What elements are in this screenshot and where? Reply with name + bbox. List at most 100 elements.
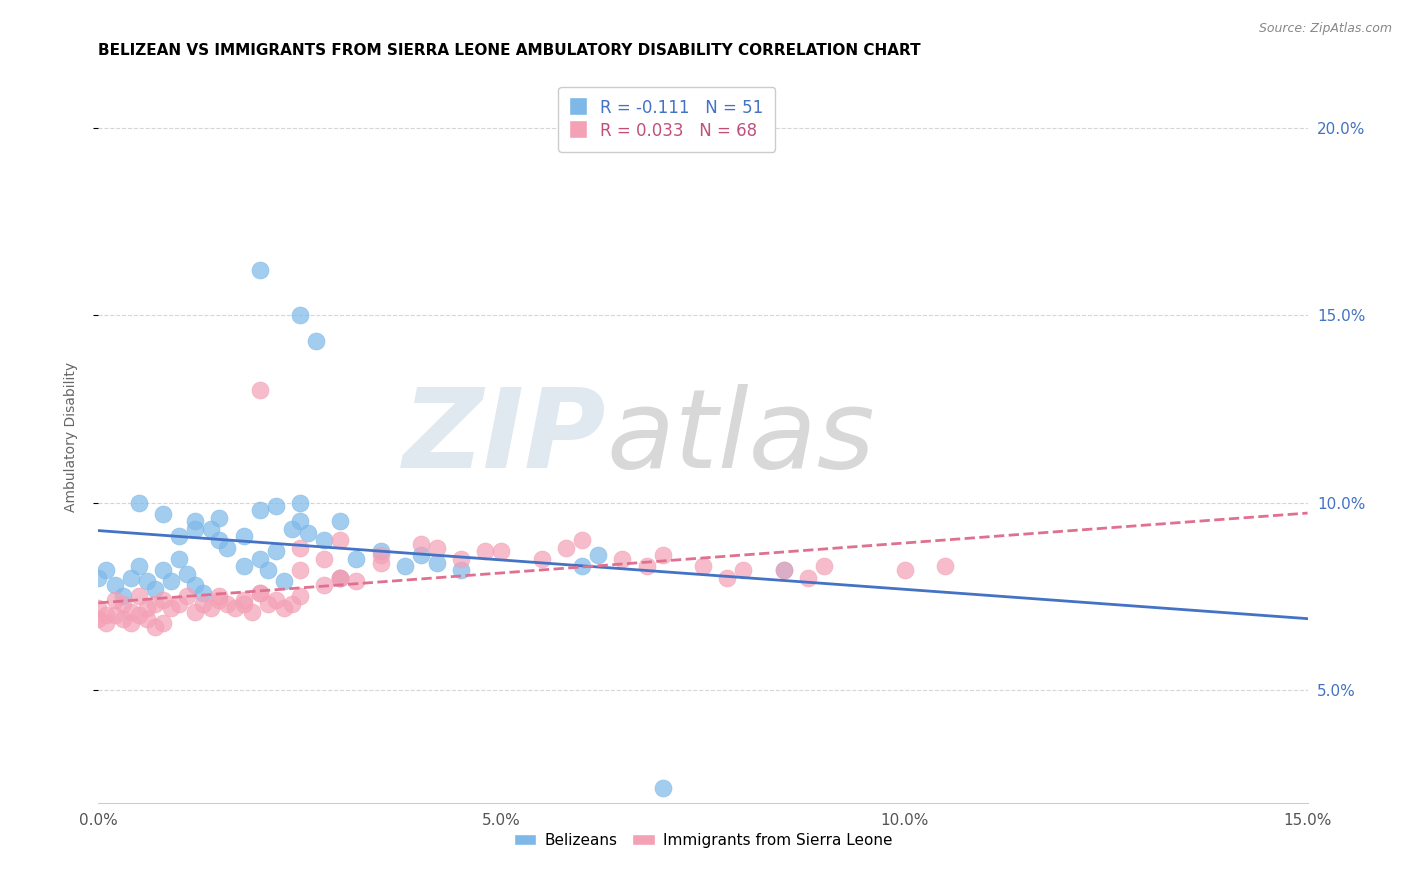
Point <box>208 510 231 524</box>
Point <box>128 590 150 604</box>
Point <box>651 780 673 795</box>
Point <box>176 566 198 581</box>
Point <box>249 586 271 600</box>
Point <box>193 597 215 611</box>
Point <box>152 615 174 630</box>
Y-axis label: Ambulatory Disability: Ambulatory Disability <box>63 362 77 512</box>
Point <box>96 615 118 630</box>
Point <box>288 563 311 577</box>
Point <box>103 608 125 623</box>
Text: BELIZEAN VS IMMIGRANTS FROM SIERRA LEONE AMBULATORY DISABILITY CORRELATION CHART: BELIZEAN VS IMMIGRANTS FROM SIERRA LEONE… <box>98 43 921 58</box>
Point <box>249 503 271 517</box>
Point <box>344 552 367 566</box>
Point <box>184 522 207 536</box>
Point <box>256 597 278 611</box>
Point <box>249 586 271 600</box>
Point <box>297 525 319 540</box>
Point <box>893 563 915 577</box>
Point <box>409 537 432 551</box>
Point <box>111 597 134 611</box>
Point <box>232 529 254 543</box>
Point <box>103 578 125 592</box>
Point <box>329 571 352 585</box>
Point <box>586 548 609 562</box>
Point <box>128 496 150 510</box>
Point <box>152 593 174 607</box>
Point <box>813 559 835 574</box>
Point <box>426 541 449 555</box>
Point <box>329 571 352 585</box>
Point <box>184 605 207 619</box>
Point <box>288 590 311 604</box>
Point <box>491 544 513 558</box>
Point <box>143 619 166 633</box>
Text: Source: ZipAtlas.com: Source: ZipAtlas.com <box>1258 22 1392 36</box>
Point <box>716 571 738 585</box>
Point <box>217 541 239 555</box>
Point <box>87 600 110 615</box>
Point <box>288 308 311 322</box>
Text: ZIP: ZIP <box>402 384 606 491</box>
Point <box>120 605 142 619</box>
Point <box>111 590 134 604</box>
Point <box>167 552 190 566</box>
Point <box>176 590 198 604</box>
Point <box>224 600 246 615</box>
Point <box>96 563 118 577</box>
Point <box>772 563 794 577</box>
Point <box>249 383 271 397</box>
Point <box>256 563 278 577</box>
Point <box>329 515 352 529</box>
Point <box>128 559 150 574</box>
Point <box>152 507 174 521</box>
Point <box>208 533 231 548</box>
Point <box>240 605 263 619</box>
Point <box>305 334 328 349</box>
Point <box>128 608 150 623</box>
Point <box>530 552 553 566</box>
Point <box>772 563 794 577</box>
Point <box>160 574 183 589</box>
Point <box>571 533 593 548</box>
Point <box>555 541 578 555</box>
Point <box>167 597 190 611</box>
Point <box>160 600 183 615</box>
Point <box>184 515 207 529</box>
Point <box>264 593 287 607</box>
Point <box>193 586 215 600</box>
Point <box>200 600 222 615</box>
Point <box>692 559 714 574</box>
Point <box>329 533 352 548</box>
Point <box>111 612 134 626</box>
Point <box>120 615 142 630</box>
Point <box>232 559 254 574</box>
Point <box>651 548 673 562</box>
Point <box>249 263 271 277</box>
Point <box>87 612 110 626</box>
Text: atlas: atlas <box>606 384 875 491</box>
Point <box>288 496 311 510</box>
Point <box>797 571 820 585</box>
Point <box>450 552 472 566</box>
Point <box>273 600 295 615</box>
Point <box>167 529 190 543</box>
Point <box>571 559 593 574</box>
Point <box>314 578 336 592</box>
Point <box>200 522 222 536</box>
Point <box>288 515 311 529</box>
Point <box>103 593 125 607</box>
Point <box>208 593 231 607</box>
Point <box>135 612 157 626</box>
Point <box>934 559 956 574</box>
Point <box>208 590 231 604</box>
Point <box>733 563 755 577</box>
Point <box>474 544 496 558</box>
Point <box>426 556 449 570</box>
Point <box>135 600 157 615</box>
Point <box>217 597 239 611</box>
Point <box>135 574 157 589</box>
Point <box>370 548 392 562</box>
Point <box>232 597 254 611</box>
Point <box>184 578 207 592</box>
Point <box>281 597 304 611</box>
